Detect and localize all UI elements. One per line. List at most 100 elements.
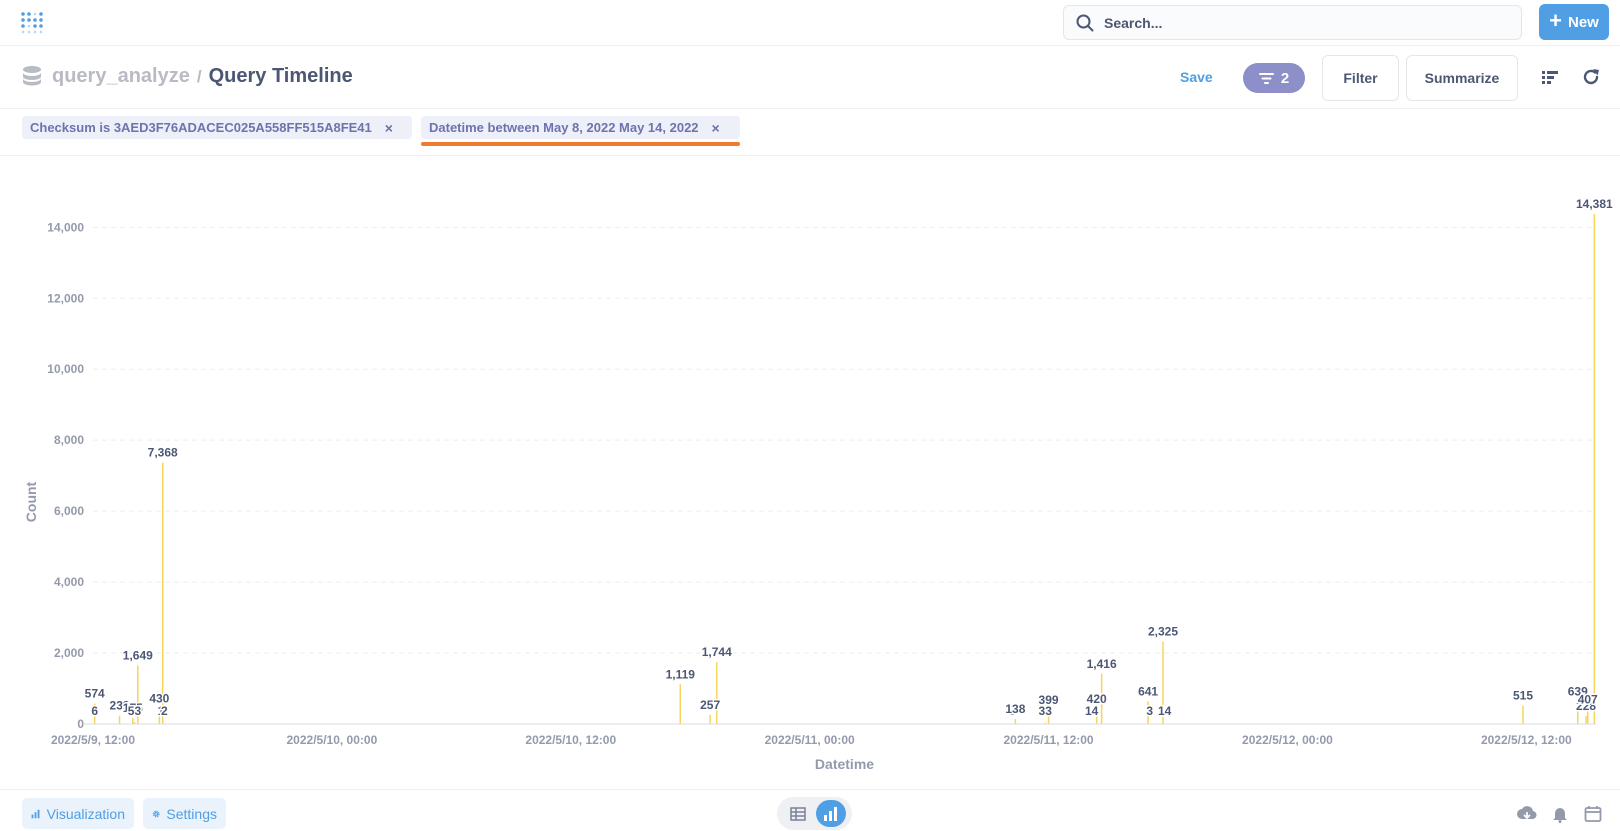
data-label: 14,381 <box>1576 197 1613 211</box>
gear-icon <box>152 810 160 817</box>
chart-bar <box>1100 673 1103 724</box>
bar-chart-icon <box>31 809 40 818</box>
list-icon[interactable] <box>1541 68 1559 86</box>
footer-bar: Visualization Settings <box>0 789 1620 831</box>
plus-icon: + <box>1549 8 1562 33</box>
chart-bar <box>161 462 164 724</box>
new-button[interactable]: + New <box>1539 4 1609 40</box>
search-icon <box>1075 13 1095 33</box>
visualization-button[interactable]: Visualization <box>22 798 134 829</box>
filter-pill-label: Checksum is 3AED3F76ADACEC025A558FF515A8… <box>30 120 372 135</box>
summarize-button[interactable]: Summarize <box>1406 55 1518 101</box>
data-label: 1,649 <box>123 648 153 662</box>
table-icon <box>790 806 806 821</box>
download-icon[interactable] <box>1516 805 1537 825</box>
bell-icon[interactable] <box>1552 805 1572 825</box>
x-tick-label: 2022/5/12, 00:00 <box>1242 733 1333 747</box>
chart-view-button[interactable] <box>816 800 846 827</box>
data-label: 515 <box>1513 689 1533 703</box>
y-tick-label: 10,000 <box>47 362 84 376</box>
data-label: 33 <box>1039 704 1053 718</box>
y-axis-ticks: 0 2,000 4,000 6,000 8,000 10,000 12,000 14,000 <box>47 220 84 731</box>
chart-bar <box>158 708 161 724</box>
chart-bar <box>1044 722 1046 724</box>
filter-count: 2 <box>1280 69 1290 87</box>
data-label: 233 <box>110 699 130 713</box>
x-tick-label: 2022/5/11, 00:00 <box>765 733 855 747</box>
chart-bar <box>132 717 134 724</box>
data-label: 2 <box>161 704 168 718</box>
x-tick-label: 2022/5/11, 12:00 <box>1004 733 1094 747</box>
new-button-label: New <box>1568 13 1599 31</box>
y-tick-label: 14,000 <box>47 220 84 234</box>
breadcrumb: query_analyze / Query Timeline <box>52 65 353 88</box>
calendar-icon[interactable] <box>1584 805 1604 825</box>
breadcrumb-database[interactable]: query_analyze <box>52 65 190 87</box>
chart-bar <box>118 715 121 724</box>
data-label: 574 <box>85 687 105 701</box>
close-icon[interactable]: × <box>384 119 393 136</box>
chart-bar <box>1095 709 1098 724</box>
data-label: 257 <box>700 698 720 712</box>
filter-pill-checksum[interactable]: Checksum is 3AED3F76ADACEC025A558FF515A8… <box>22 116 412 139</box>
chart-bar <box>1586 709 1589 724</box>
data-label: 14 <box>1085 704 1099 718</box>
data-label: 3 <box>1009 704 1016 718</box>
search-input[interactable]: Search... <box>1063 5 1522 40</box>
x-axis-title: Datetime <box>815 756 874 772</box>
chart-bar <box>1014 719 1017 724</box>
bars <box>93 213 1596 725</box>
data-label: 6 <box>91 704 98 718</box>
close-icon[interactable]: × <box>711 119 720 136</box>
data-label: 430 <box>149 692 169 706</box>
x-tick-label: 2022/5/12, 12:00 <box>1481 733 1572 747</box>
view-toggle <box>777 797 852 830</box>
data-label: 1 <box>158 704 165 718</box>
top-nav: Search... + New <box>0 0 1620 46</box>
x-tick-label: 2022/5/10, 12:00 <box>525 733 616 747</box>
data-label: 1,744 <box>702 645 732 659</box>
data-label: 228 <box>1576 699 1596 713</box>
y-tick-label: 6,000 <box>54 504 84 518</box>
data-label: 641 <box>1138 684 1158 698</box>
chart-bar <box>716 662 718 724</box>
y-tick-label: 8,000 <box>54 433 84 447</box>
query-header: query_analyze / Query Timeline Save 2 Fi… <box>0 47 1620 109</box>
table-view-button[interactable] <box>783 800 813 827</box>
page-title[interactable]: Query Timeline <box>208 65 353 87</box>
data-label: 420 <box>1087 692 1107 706</box>
chart-bar <box>1047 709 1050 724</box>
save-button[interactable]: Save <box>1180 69 1213 85</box>
y-axis-title: Count <box>23 481 39 522</box>
y-tick-label: 0 <box>77 717 84 731</box>
metabase-logo-icon[interactable] <box>18 8 48 38</box>
chart-bar <box>1522 705 1524 724</box>
data-label: 138 <box>1005 702 1025 716</box>
chart-bar <box>93 703 96 724</box>
x-tick-label: 2022/5/9, 12:00 <box>51 733 135 747</box>
chart-area: 0 2,000 4,000 6,000 8,000 10,000 12,000 14,000 … <box>0 157 1620 787</box>
filter-icon <box>1258 72 1274 84</box>
y-tick-label: 4,000 <box>54 575 84 589</box>
x-tick-label: 2022/5/10, 00:00 <box>287 733 378 747</box>
y-tick-label: 12,000 <box>47 291 84 305</box>
chart-bar <box>1577 701 1579 724</box>
chart-bar <box>133 722 136 724</box>
settings-label: Settings <box>166 805 217 822</box>
filter-count-badge[interactable]: 2 <box>1243 63 1305 93</box>
bar-chart-icon <box>824 806 837 821</box>
chart-bar <box>709 714 711 724</box>
timeline-bar-chart: 02,0004,0006,0008,00010,00012,00014,000 … <box>23 195 1615 772</box>
data-label: 639 <box>1568 684 1588 698</box>
chart-bar <box>137 665 139 724</box>
filter-pill-datetime[interactable]: Datetime between May 8, 2022 May 14, 202… <box>421 116 740 139</box>
data-label: 3 <box>1146 704 1153 718</box>
data-label: 7,368 <box>148 446 178 460</box>
chart-bar <box>1585 715 1587 724</box>
settings-button[interactable]: Settings <box>143 798 226 829</box>
filter-button[interactable]: Filter <box>1322 55 1399 101</box>
refresh-icon[interactable] <box>1581 67 1601 87</box>
data-label: 175 <box>123 701 143 715</box>
data-label: 1,119 <box>666 667 696 681</box>
